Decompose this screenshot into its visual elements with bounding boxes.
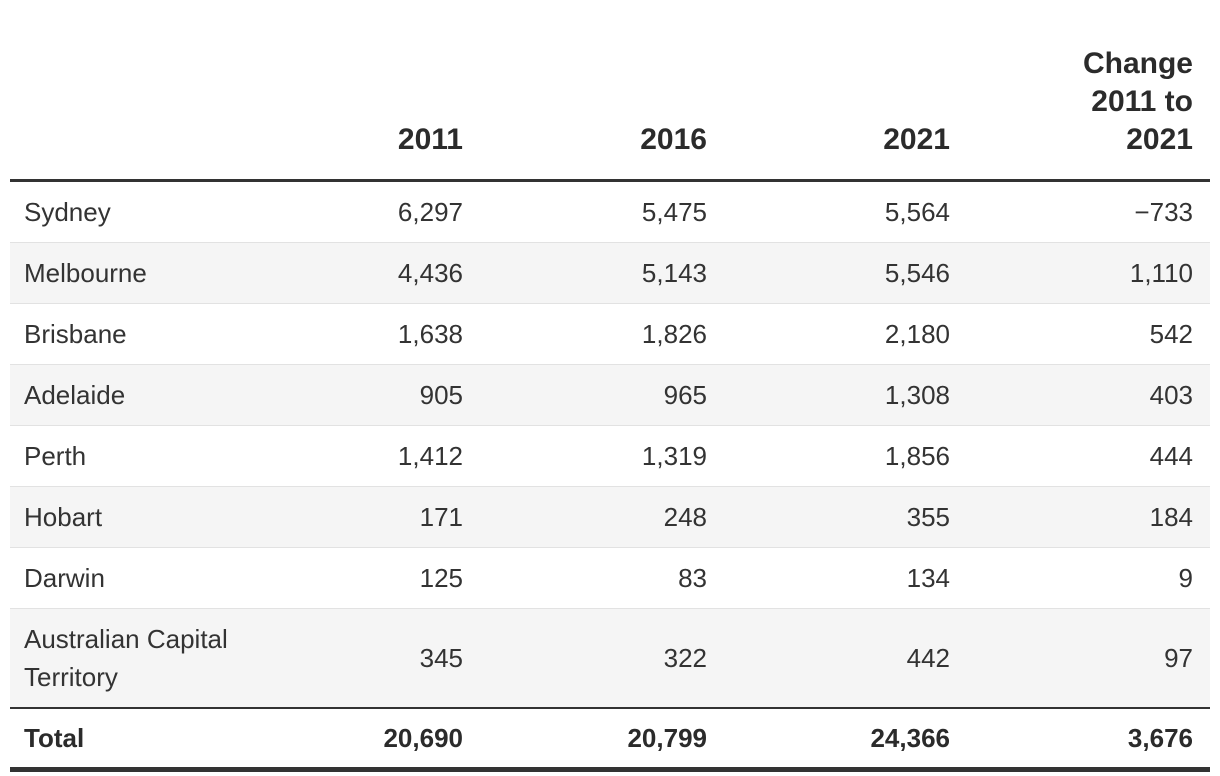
value-cell: 905 <box>236 363 480 425</box>
value-cell: 322 <box>480 607 724 708</box>
value-cell: 1,308 <box>724 363 967 425</box>
value-cell: 171 <box>236 485 480 547</box>
table-row: Hobart 171 248 355 184 <box>10 485 1210 547</box>
value-cell: 5,143 <box>480 241 724 303</box>
value-cell: 6,297 <box>397 196 463 227</box>
table-header: 2011 2016 2021 Change 2011 to 2021 <box>10 0 1210 182</box>
value-cell: 444 <box>967 424 1210 486</box>
value-cell: 9 <box>967 546 1210 608</box>
total-value-cell: 20,799 <box>480 706 724 772</box>
value-cell: 134 <box>724 546 967 608</box>
column-header-empty <box>10 0 236 182</box>
total-row: Total 20,690 20,799 24,366 3,676 <box>10 706 1210 772</box>
table-footer: Total 20,690 20,799 24,366 3,676 <box>10 706 1210 772</box>
value-cell: 5,564 <box>884 196 950 227</box>
table-header-row: 2011 2016 2021 Change 2011 to 2021 <box>10 0 1210 182</box>
row-label: Sydney <box>24 196 111 227</box>
total-label: Total <box>10 706 236 772</box>
row-label: Australian Capital Territory <box>10 607 236 708</box>
value-cell: 1,856 <box>724 424 967 486</box>
row-label: Hobart <box>10 485 236 547</box>
value-cell: 1,412 <box>236 424 480 486</box>
value-cell: 184 <box>967 485 1210 547</box>
value-cell: 83 <box>480 546 724 608</box>
table-row: Brisbane 1,638 1,826 2,180 542 <box>10 302 1210 364</box>
column-header-2011: 2011 <box>236 0 480 182</box>
value-cell: 125 <box>236 546 480 608</box>
column-header-change-label: Change 2011 to 2021 <box>1082 46 1193 156</box>
table-row: Perth 1,412 1,319 1,856 444 <box>10 424 1210 486</box>
table-row: Darwin 125 83 134 9 <box>10 546 1210 608</box>
row-label: Adelaide <box>10 363 236 425</box>
table-row: Melbourne 4,436 5,143 5,546 1,110 <box>10 241 1210 303</box>
column-header-2016: 2016 <box>480 0 724 182</box>
row-label: Darwin <box>10 546 236 608</box>
row-label: Perth <box>10 424 236 486</box>
table-row: Australian Capital Territory 345 322 442… <box>10 607 1210 708</box>
value-cell: 442 <box>724 607 967 708</box>
column-header-change: Change 2011 to 2021 <box>967 0 1210 182</box>
value-cell: 1,110 <box>967 241 1210 303</box>
value-cell: 1,638 <box>236 302 480 364</box>
total-value-cell: 24,366 <box>724 706 967 772</box>
value-cell: 248 <box>480 485 724 547</box>
value-cell: −733 <box>1134 196 1193 227</box>
data-table: 2011 2016 2021 Change 2011 to 2021 Sydne… <box>10 0 1210 772</box>
table-row: Sydney 6,297 5,475 5,564 −733 <box>10 180 1210 242</box>
value-cell: 5,475 <box>641 196 707 227</box>
value-cell: 2,180 <box>724 302 967 364</box>
value-cell: 403 <box>967 363 1210 425</box>
row-label: Brisbane <box>10 302 236 364</box>
value-cell: 345 <box>236 607 480 708</box>
total-value-cell: 3,676 <box>967 706 1210 772</box>
value-cell: 1,319 <box>480 424 724 486</box>
value-cell: 5,546 <box>724 241 967 303</box>
table-row: Adelaide 905 965 1,308 403 <box>10 363 1210 425</box>
value-cell: 965 <box>480 363 724 425</box>
row-label: Melbourne <box>10 241 236 303</box>
value-cell: 97 <box>967 607 1210 708</box>
value-cell: 1,826 <box>480 302 724 364</box>
column-header-2021: 2021 <box>724 0 967 182</box>
value-cell: 542 <box>967 302 1210 364</box>
value-cell: 4,436 <box>236 241 480 303</box>
total-value-cell: 20,690 <box>236 706 480 772</box>
value-cell: 355 <box>724 485 967 547</box>
table-body: Sydney 6,297 5,475 5,564 −733 Melbourne … <box>10 180 1210 708</box>
